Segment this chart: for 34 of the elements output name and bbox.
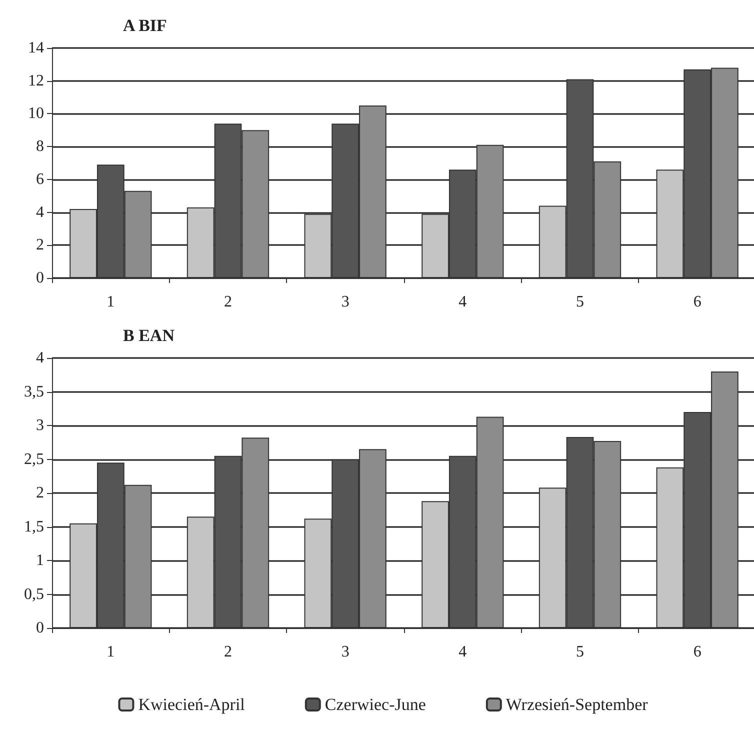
x-tick-label: 1: [106, 644, 115, 660]
y-tick-label: 12: [28, 72, 44, 90]
y-tick-label: 4: [36, 350, 44, 366]
y-tick-label: 6: [36, 170, 44, 188]
legend-label: Kwiecień-April: [138, 695, 246, 714]
x-tick-label: 5: [576, 644, 584, 660]
x-tick-label: 3: [341, 644, 350, 660]
x-tick-label: 6: [693, 644, 702, 660]
y-tick-label: 14: [28, 40, 44, 56]
y-tick-label: 3,5: [24, 383, 44, 400]
y-tick-label: 2: [36, 484, 44, 502]
y-tick-label: 2: [36, 236, 44, 254]
x-tick-label: 1: [106, 294, 115, 310]
y-tick-label: 4: [36, 204, 44, 221]
y-tick-label: 10: [28, 105, 44, 122]
y-tick-label: 1: [36, 552, 44, 569]
x-tick-label: 5: [576, 294, 584, 310]
chart-title: B EAN: [123, 326, 176, 345]
y-tick-label: 0: [36, 270, 44, 286]
y-tick-label: 3: [36, 417, 44, 434]
legend-label: Czerwiec-June: [324, 695, 426, 714]
x-tick-label: 2: [224, 294, 232, 310]
x-tick-label: 6: [693, 294, 702, 310]
y-tick-label: 8: [36, 138, 44, 156]
y-tick-label: 0,5: [24, 586, 44, 603]
y-tick-label: 2,5: [24, 450, 44, 468]
legend-label: Wrzesień-September: [506, 695, 648, 714]
x-tick-label: 2: [224, 644, 232, 660]
x-tick-label: 3: [341, 294, 350, 310]
x-tick-label: 4: [458, 294, 467, 310]
x-tick-label: 4: [458, 644, 467, 660]
chart-title: A BIF: [123, 16, 167, 35]
y-tick-label: 0: [36, 620, 44, 636]
y-tick-label: 1,5: [24, 518, 44, 536]
